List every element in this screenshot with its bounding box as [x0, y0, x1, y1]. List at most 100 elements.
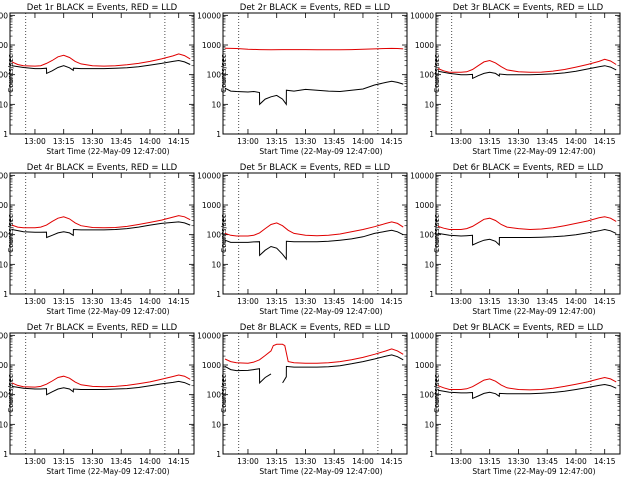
- events-series-line: [437, 228, 617, 247]
- x-tick-label: 13:30: [82, 137, 104, 146]
- y-tick-label: 100: [207, 71, 222, 80]
- x-tick-label: 13:00: [24, 137, 46, 146]
- plot-title: Det 3r BLACK = Events, RED = LLD: [453, 3, 604, 13]
- y-tick-label: 1000: [415, 201, 434, 210]
- y-tick-label: 10: [0, 260, 8, 269]
- x-tick-label: 14:15: [594, 457, 616, 466]
- plot-frame: [9, 332, 195, 455]
- x-tick-label: 13:00: [450, 137, 472, 146]
- y-tick-label: 1000: [415, 41, 434, 50]
- y-axis-label: Counts/sec: [220, 214, 228, 253]
- lld-series-line: [437, 376, 617, 391]
- x-tick-label: 14:15: [594, 297, 616, 306]
- plot-title: Det 7r BLACK = Events, RED = LLD: [27, 323, 178, 333]
- y-tick-label: 10: [0, 100, 8, 109]
- y-tick-label: 1: [216, 290, 221, 299]
- x-tick-label: 13:00: [237, 457, 259, 466]
- y-axis-label: Counts/sec: [220, 374, 228, 413]
- x-tick-label: 13:15: [479, 457, 501, 466]
- y-tick-label: 1000: [0, 201, 8, 210]
- y-tick-label: 1000: [0, 41, 8, 50]
- y-tick-label: 1: [216, 130, 221, 139]
- y-tick-label: 100: [207, 231, 222, 240]
- x-tick-label: 13:45: [536, 457, 558, 466]
- y-axis-label: Counts/sec: [7, 214, 15, 253]
- x-axis-label: Start Time (22-May-09 12:47:00): [259, 467, 382, 476]
- x-axis-label: Start Time (22-May-09 12:47:00): [46, 147, 169, 156]
- y-tick-label: 10: [211, 260, 221, 269]
- y-tick-label: 1000: [202, 201, 221, 210]
- x-tick-label: 14:00: [352, 297, 374, 306]
- x-axis-label: Start Time (22-May-09 12:47:00): [259, 147, 382, 156]
- plot-panel: Det 5r BLACK = Events, RED = LLD 1 10 100 10…: [197, 163, 408, 316]
- y-tick-label: 10000: [0, 331, 8, 340]
- y-tick-label: 100: [420, 71, 435, 80]
- plot-title: Det 6r BLACK = Events, RED = LLD: [453, 163, 604, 173]
- plot-frame: [435, 172, 621, 295]
- y-tick-label: 1000: [202, 41, 221, 50]
- x-axis-label: Start Time (22-May-09 12:47:00): [472, 467, 595, 476]
- y-tick-label: 10: [424, 420, 434, 429]
- y-axis-label: Counts/sec: [433, 374, 441, 413]
- plot-panel: Det 7r BLACK = Events, RED = LLD 1 10 100 10…: [0, 323, 195, 476]
- x-tick-label: 14:00: [352, 137, 374, 146]
- x-tick-label: 14:15: [381, 137, 403, 146]
- plot-frame: [222, 172, 408, 295]
- x-tick-label: 14:00: [139, 457, 161, 466]
- y-axis-label: Counts/sec: [220, 54, 228, 93]
- plot-frame: [435, 332, 621, 455]
- x-axis-label: Start Time (22-May-09 12:47:00): [46, 307, 169, 316]
- x-tick-label: 14:15: [168, 297, 190, 306]
- lld-series-line: [11, 53, 191, 67]
- y-tick-label: 10: [424, 100, 434, 109]
- y-tick-label: 1: [429, 450, 434, 459]
- plot-title: Det 2r BLACK = Events, RED = LLD: [240, 3, 391, 13]
- x-tick-label: 14:15: [381, 297, 403, 306]
- x-tick-label: 13:30: [508, 457, 530, 466]
- lld-series-line: [437, 216, 617, 231]
- events-series-line: [224, 80, 404, 106]
- y-tick-label: 1: [429, 130, 434, 139]
- plot-panel: Det 3r BLACK = Events, RED = LLD 1 10 100 10…: [410, 3, 621, 156]
- x-tick-label: 13:30: [295, 457, 317, 466]
- plot-frame: [222, 332, 408, 455]
- y-tick-label: 100: [207, 391, 222, 400]
- y-tick-label: 100: [420, 391, 435, 400]
- events-series-line: [11, 380, 191, 396]
- y-axis-label: Counts/sec: [7, 374, 15, 413]
- plot-title: Det 1r BLACK = Events, RED = LLD: [27, 3, 178, 13]
- y-tick-label: 10000: [0, 171, 8, 180]
- x-tick-label: 14:00: [139, 137, 161, 146]
- x-tick-label: 13:30: [82, 297, 104, 306]
- lld-series-line: [11, 215, 191, 229]
- y-tick-label: 10: [211, 420, 221, 429]
- x-tick-label: 13:00: [450, 297, 472, 306]
- x-axis-label: Start Time (22-May-09 12:47:00): [46, 467, 169, 476]
- x-tick-label: 14:15: [594, 137, 616, 146]
- y-tick-label: 10000: [410, 171, 434, 180]
- x-tick-label: 13:15: [266, 137, 288, 146]
- x-tick-label: 14:15: [381, 457, 403, 466]
- plot-panel: Det 2r BLACK = Events, RED = LLD 1 10 100 10…: [197, 3, 408, 156]
- y-tick-label: 100: [0, 71, 8, 80]
- x-tick-label: 13:45: [110, 137, 132, 146]
- x-tick-label: 13:45: [110, 457, 132, 466]
- lld-series-line: [224, 47, 404, 51]
- y-tick-label: 10000: [197, 171, 221, 180]
- y-tick-label: 10000: [410, 331, 434, 340]
- plot-frame: [9, 172, 195, 295]
- events-series-line: [11, 59, 191, 75]
- x-tick-label: 13:00: [237, 297, 259, 306]
- plot-frame: [9, 12, 195, 135]
- lld-series-line: [11, 374, 191, 388]
- x-tick-label: 13:30: [508, 137, 530, 146]
- x-tick-label: 13:30: [295, 137, 317, 146]
- events-series-line: [11, 221, 191, 239]
- plot-panel: Det 9r BLACK = Events, RED = LLD 1 10 100 10…: [410, 323, 621, 476]
- x-axis-label: Start Time (22-May-09 12:47:00): [472, 307, 595, 316]
- plot-title: Det 5r BLACK = Events, RED = LLD: [240, 163, 391, 173]
- plot-title: Det 4r BLACK = Events, RED = LLD: [27, 163, 178, 173]
- y-axis-label: Counts/sec: [433, 214, 441, 253]
- x-tick-label: 14:00: [565, 457, 587, 466]
